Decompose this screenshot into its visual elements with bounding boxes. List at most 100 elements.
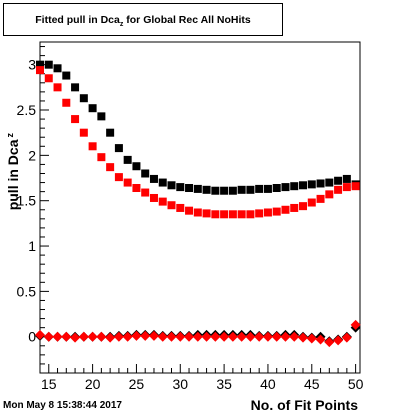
data-point: [79, 128, 88, 137]
data-point: [97, 112, 106, 121]
data-point: [307, 180, 316, 189]
data-point: [219, 331, 230, 342]
data-point: [149, 174, 158, 183]
data-point: [36, 60, 44, 69]
data-point: [53, 83, 62, 92]
data-point: [351, 182, 360, 191]
data-point: [290, 182, 299, 191]
data-point: [87, 331, 98, 342]
data-point: [167, 201, 176, 210]
data-point: [211, 186, 220, 195]
data-point: [53, 64, 62, 73]
data-point: [176, 183, 185, 192]
data-point: [325, 178, 334, 187]
data-point: [71, 83, 80, 92]
data-point: [263, 208, 272, 217]
y-tick-label: 2: [28, 147, 36, 163]
data-point: [289, 331, 300, 342]
series-1: [36, 60, 360, 195]
data-point: [193, 208, 202, 217]
data-point: [185, 206, 194, 215]
data-point: [71, 115, 80, 124]
data-point: [307, 198, 316, 207]
data-point: [299, 181, 308, 190]
data-point: [35, 329, 45, 340]
y-tick-label: 2.5: [17, 102, 37, 118]
data-point: [272, 184, 281, 193]
data-point: [166, 331, 177, 342]
data-point: [157, 331, 168, 342]
data-point: [140, 330, 151, 341]
data-point: [158, 197, 167, 206]
data-point: [342, 183, 351, 192]
data-point: [281, 183, 290, 192]
data-point: [105, 332, 116, 343]
data-point: [255, 184, 264, 193]
data-point: [96, 331, 107, 342]
data-point: [299, 202, 308, 211]
data-point: [36, 66, 44, 75]
x-tick-label: 35: [216, 376, 232, 392]
data-point: [220, 210, 229, 219]
chart-title: Fitted pull in Dcaz for Global Rec All N…: [35, 14, 251, 29]
data-point: [97, 153, 106, 162]
data-point: [334, 176, 343, 185]
series-2: [36, 66, 360, 219]
x-axis-label: No. of Fit Points: [251, 397, 359, 413]
data-point: [123, 178, 132, 187]
data-point: [227, 331, 238, 342]
data-point: [202, 185, 211, 194]
data-point: [132, 184, 141, 193]
data-point: [52, 331, 63, 342]
data-point: [202, 209, 211, 218]
data-point: [106, 128, 115, 137]
data-point: [263, 184, 272, 193]
chart-title-box: Fitted pull in Dcaz for Global Rec All N…: [3, 3, 283, 36]
data-point: [245, 331, 256, 342]
data-point: [149, 193, 158, 202]
x-tick-label: 30: [172, 376, 188, 392]
data-point: [131, 330, 142, 341]
data-point: [298, 332, 309, 343]
data-point: [141, 169, 150, 178]
data-point: [79, 94, 88, 103]
data-point: [228, 210, 237, 219]
data-point: [341, 332, 352, 343]
y-tick-label: 0.5: [17, 283, 37, 299]
data-point: [236, 331, 247, 342]
data-point: [43, 331, 54, 342]
plot-frame: [39, 41, 361, 374]
data-point: [350, 319, 361, 330]
data-point: [324, 337, 335, 348]
data-point: [176, 203, 185, 212]
x-tick-label: 20: [85, 376, 101, 392]
data-point: [62, 98, 71, 107]
data-point: [114, 144, 123, 153]
data-point: [88, 104, 97, 113]
data-point: [262, 331, 273, 342]
data-point: [78, 331, 89, 342]
data-point: [280, 331, 291, 342]
data-point: [113, 331, 124, 342]
y-tick-label: 3: [28, 57, 36, 73]
data-point: [290, 203, 299, 212]
data-point: [106, 163, 115, 172]
data-point: [185, 184, 194, 193]
data-point: [211, 210, 220, 219]
data-point: [61, 331, 72, 342]
data-point: [220, 186, 229, 195]
y-tick-label: 1: [28, 238, 36, 254]
data-point: [141, 188, 150, 197]
x-tick-label: 50: [348, 376, 364, 392]
data-point: [201, 331, 212, 342]
data-point: [271, 331, 282, 342]
data-point: [193, 184, 202, 193]
data-point: [306, 333, 317, 344]
y-tick-label: 1.5: [17, 193, 37, 209]
data-point: [246, 185, 255, 194]
data-point: [175, 331, 186, 342]
timestamp: Mon May 8 15:38:44 2017: [3, 400, 122, 411]
data-point: [246, 210, 255, 219]
data-point: [62, 71, 71, 80]
